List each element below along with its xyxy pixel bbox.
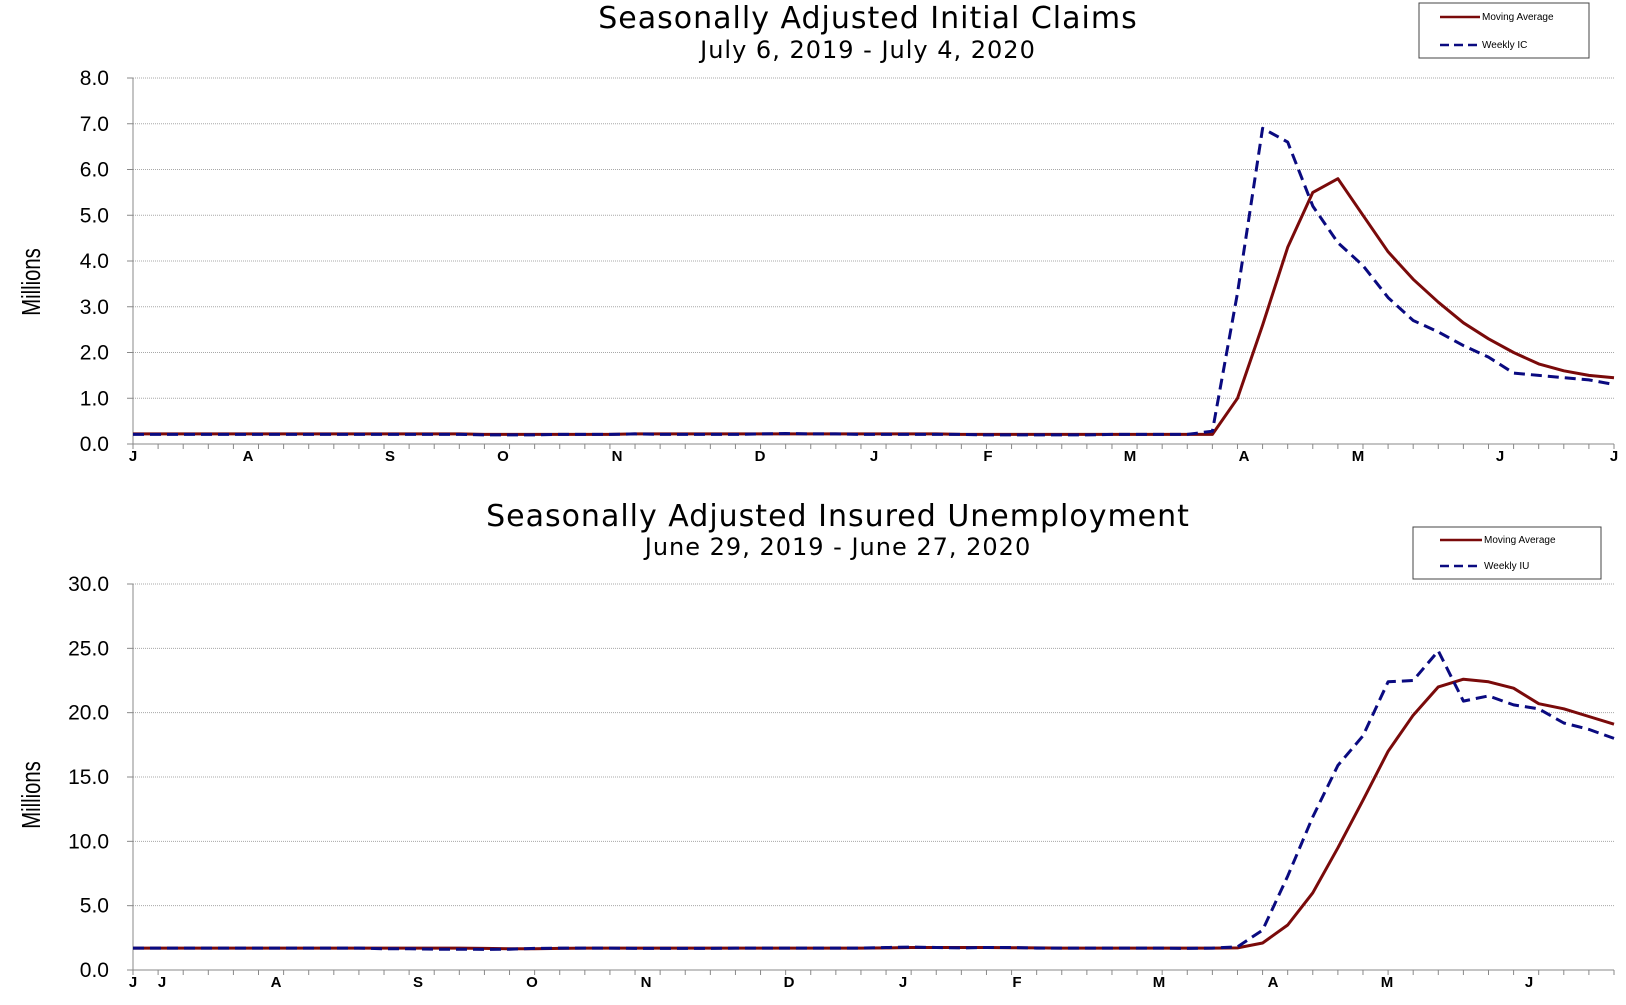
x-tick-label: D <box>755 448 766 465</box>
x-tick-label: F <box>1012 974 1021 991</box>
x-tick-label: J <box>899 974 907 991</box>
x-tick-label: O <box>526 974 538 991</box>
y-axis-ticks: 0.0 1.0 2.0 3.0 4.0 5.0 6.0 7.0 8.0 <box>80 67 133 456</box>
legend: Moving Average Weekly IU <box>1412 526 1602 580</box>
y-tick-label: 0.0 <box>80 433 109 456</box>
x-tick-label: A <box>243 448 254 465</box>
y-tick-label: 7.0 <box>80 113 109 136</box>
chart-title: Seasonally Adjusted Initial Claims <box>598 1 1137 36</box>
x-tick-label: J <box>1496 448 1504 465</box>
y-tick-label: 20.0 <box>68 702 109 725</box>
x-tick-label: S <box>413 974 423 991</box>
legend-box <box>1418 2 1590 59</box>
y-tick-label: 0.0 <box>80 959 109 982</box>
series-lines <box>133 649 1615 951</box>
legend-box <box>1412 526 1602 580</box>
legend-label-moving-average: Moving Average <box>1484 535 1556 546</box>
insured-unemployment-chart: Seasonally Adjusted Insured Unemployment… <box>17 499 1615 991</box>
legend-label-weekly-ic: Weekly IC <box>1482 40 1527 51</box>
y-tick-label: 15.0 <box>68 766 109 789</box>
x-tick-label: J <box>158 974 166 991</box>
y-axis-ticks: 0.0 5.0 10.0 15.0 20.0 25.0 30.0 <box>68 573 133 982</box>
x-tick-label: J <box>1610 448 1618 465</box>
x-tick-label: J <box>1525 974 1533 991</box>
legend: Moving Average Weekly IC <box>1418 2 1590 59</box>
series-lines <box>133 126 1615 437</box>
y-tick-label: 5.0 <box>80 204 109 227</box>
grid <box>132 77 1614 445</box>
y-tick-label: 5.0 <box>80 895 109 918</box>
series-line-weekly <box>133 126 1615 437</box>
x-tick-label: J <box>129 974 137 991</box>
x-tick-label: J <box>870 448 878 465</box>
x-tick-label: O <box>497 448 509 465</box>
legend-label-moving-average: Moving Average <box>1482 12 1554 23</box>
chart-title: Seasonally Adjusted Insured Unemployment <box>486 499 1190 534</box>
x-tick-label: J <box>129 448 137 465</box>
x-tick-label: S <box>385 448 395 465</box>
y-axis-label: Millions <box>17 761 46 829</box>
y-axis-label: Millions <box>17 248 46 316</box>
x-tick-label: A <box>1268 974 1279 991</box>
x-tick-label: D <box>784 974 795 991</box>
x-tick-label: M <box>1352 448 1365 465</box>
y-tick-label: 1.0 <box>80 387 109 410</box>
legend-label-weekly-iu: Weekly IU <box>1484 561 1529 572</box>
series-line-weekly <box>133 649 1615 951</box>
y-tick-label: 2.0 <box>80 342 109 365</box>
x-tick-label: N <box>641 974 652 991</box>
x-tick-label: A <box>271 974 282 991</box>
y-tick-label: 25.0 <box>68 637 109 660</box>
y-tick-label: 8.0 <box>80 67 109 90</box>
series-line-moving-average <box>133 677 1615 951</box>
x-tick-label: N <box>612 448 623 465</box>
chart-subtitle: June 29, 2019 - June 27, 2020 <box>643 533 1031 561</box>
y-tick-label: 10.0 <box>68 830 109 853</box>
x-tick-label: M <box>1153 974 1166 991</box>
initial-claims-chart: Seasonally Adjusted Initial Claims July … <box>17 1 1619 465</box>
y-tick-label: 3.0 <box>80 296 109 319</box>
chart-subtitle: July 6, 2019 - July 4, 2020 <box>698 36 1036 64</box>
grid <box>132 583 1614 971</box>
y-tick-label: 6.0 <box>80 159 109 182</box>
x-tick-label: A <box>1239 448 1250 465</box>
x-tick-label: M <box>1381 974 1394 991</box>
x-tick-label: M <box>1124 448 1137 465</box>
y-tick-label: 4.0 <box>80 250 109 273</box>
y-tick-label: 30.0 <box>68 573 109 596</box>
x-tick-label: F <box>983 448 992 465</box>
